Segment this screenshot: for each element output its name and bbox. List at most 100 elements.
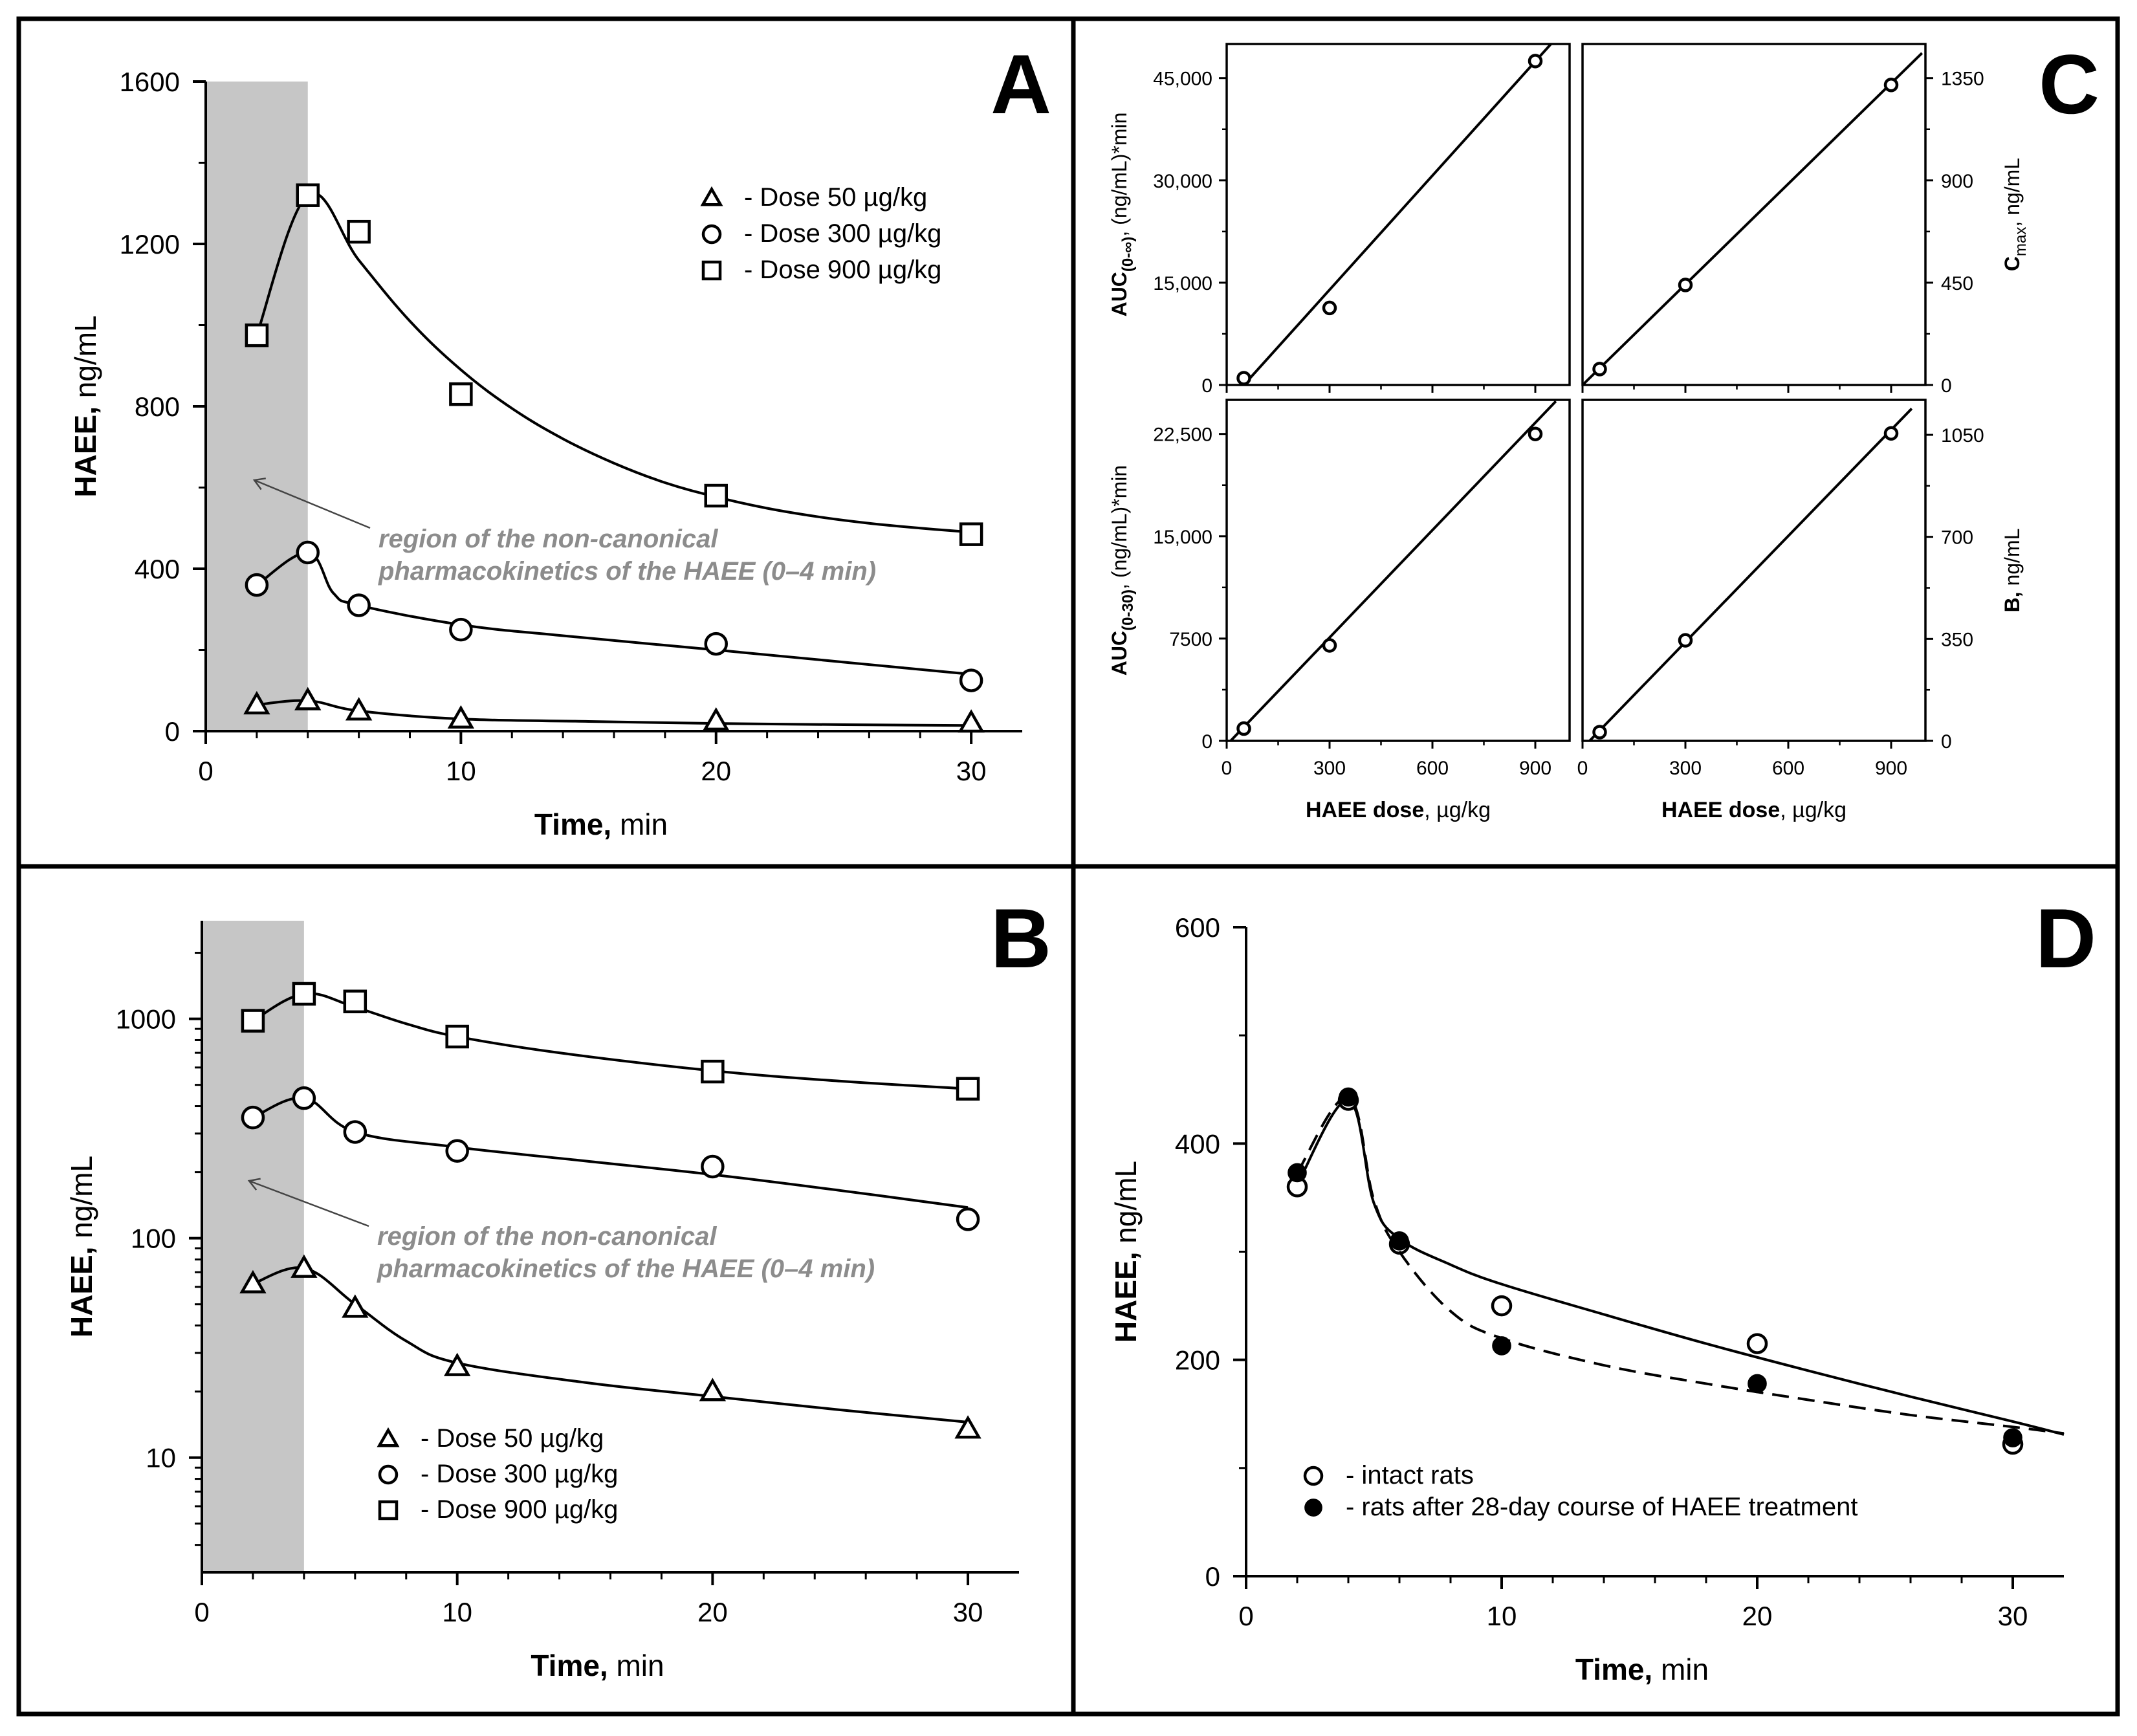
- data-point: [345, 697, 373, 721]
- x-tick-label: 20: [1742, 1601, 1773, 1631]
- data-point: [445, 1024, 469, 1049]
- x-axis-label-main: Time,: [534, 808, 611, 841]
- y-axis-label-main: HAEE,: [65, 1247, 98, 1338]
- legend-label: - intact rats: [1346, 1461, 1474, 1489]
- data-point: [1883, 426, 1899, 441]
- data-point: [704, 483, 728, 508]
- y-axis-label: B, ng/mL: [2000, 529, 2024, 613]
- y-tick-label: 100: [131, 1224, 176, 1254]
- data-point: [699, 1378, 727, 1401]
- legend-label: - Dose 900 µg/kg: [744, 256, 941, 284]
- x-tick-label: 10: [442, 1597, 472, 1627]
- x-tick-label: 10: [446, 756, 476, 786]
- panel-c-auc-0-30: 0 300 600 900 0 7500 15,000 22,500 AUC(0-30), (n…: [1108, 399, 1571, 822]
- y-axis-label-unit: ng/mL: [1109, 1161, 1143, 1252]
- legend: - intact rats - rats after 28-day course …: [1303, 1461, 1858, 1521]
- data-point: [444, 1352, 471, 1376]
- data-point: [241, 1009, 265, 1033]
- data-point: [959, 522, 983, 546]
- annotation-arrowhead: [247, 1178, 261, 1191]
- data-point: [959, 668, 983, 692]
- data-point: [956, 1207, 980, 1231]
- data-point: [239, 1269, 267, 1293]
- y-tick-label: 10: [146, 1443, 176, 1473]
- y-tick-label: 1050: [1941, 425, 1984, 446]
- plot-frame: [1225, 399, 1571, 742]
- data-point: [290, 1254, 318, 1278]
- x-tick-label: 0: [1222, 758, 1233, 779]
- x-tick-label: 900: [1875, 758, 1907, 779]
- data-point: [245, 573, 269, 597]
- series-line: [256, 699, 972, 727]
- series: [245, 183, 983, 546]
- panel-a: 0 10 20 30 0 400 800 1200 1600 Time, min HAEE, ng/…: [69, 37, 1051, 841]
- y-tick-label: 1000: [116, 1004, 176, 1035]
- panel-c-b: 0 300 600 900 0 350 700 1050 B, ng/mL HAEE dose, …: [1577, 399, 2024, 822]
- legend: - Dose 50 µg/kg - Dose 300 µg/kg - Dose 90…: [700, 183, 941, 284]
- y-tick-label: 22,500: [1153, 424, 1212, 446]
- data-point: [958, 709, 985, 733]
- y-axis-label: HAEE, ng/mL: [1109, 1161, 1143, 1343]
- series-line: [1296, 1095, 2065, 1435]
- y-axis-label-main: B,: [2000, 591, 2024, 612]
- data-point: [241, 1105, 265, 1130]
- data-point: [2003, 1428, 2022, 1447]
- panel-letter: D: [2035, 891, 2096, 985]
- data-point: [704, 632, 728, 656]
- y-axis-label-unit: ng/mL: [2000, 529, 2024, 592]
- y-tick-label: 1600: [120, 67, 180, 97]
- y-tick-label: 400: [135, 554, 180, 584]
- data-point: [449, 617, 473, 642]
- legend-label: - Dose 50 µg/kg: [744, 183, 927, 212]
- x-axis-label-main: HAEE dose: [1661, 798, 1780, 822]
- y-tick-label: 700: [1941, 527, 1973, 549]
- y-axis-label-main: HAEE,: [1109, 1252, 1143, 1343]
- legend-marker: [1304, 1499, 1322, 1517]
- y-axis-label: Cmax, ng/mL: [2000, 158, 2030, 271]
- x-tick-label: 0: [1238, 1601, 1253, 1631]
- data-point: [1883, 77, 1899, 93]
- series-line: [256, 551, 972, 676]
- x-tick-label: 30: [953, 1597, 983, 1627]
- data-point: [292, 1086, 316, 1110]
- legend-marker: [377, 1427, 400, 1447]
- x-axis-label-unit: min: [611, 808, 668, 841]
- x-axis-label-unit: min: [608, 1649, 664, 1682]
- y-tick-label: 600: [1175, 912, 1220, 943]
- data-point: [1592, 725, 1607, 740]
- data-point: [245, 323, 269, 347]
- data-point: [1236, 721, 1251, 736]
- y-tick-label: 1350: [1941, 69, 1984, 90]
- legend-label: - rats after 28-day course of HAEE treat…: [1346, 1493, 1858, 1521]
- y-tick-label: 1200: [120, 229, 180, 259]
- data-point: [449, 382, 473, 406]
- figure-frame: [16, 16, 2120, 1717]
- y-tick-label: 0: [1941, 375, 1952, 397]
- annotation-arrowhead: [252, 478, 266, 490]
- legend-marker: [1303, 1466, 1324, 1486]
- y-tick-label: 900: [1941, 171, 1973, 192]
- y-tick-label: 800: [135, 391, 180, 422]
- x-tick-label: 0: [1577, 758, 1588, 779]
- data-point: [1491, 1295, 1513, 1317]
- y-tick-label: 15,000: [1153, 273, 1212, 294]
- data-point: [1322, 638, 1337, 653]
- series: [241, 982, 980, 1101]
- x-tick-label: 30: [1998, 1601, 2028, 1631]
- series-line: [252, 1266, 969, 1423]
- regression-line: [1588, 408, 1913, 741]
- y-axis-label: HAEE, ng/mL: [69, 315, 102, 497]
- annotation-line-1: region of the non-canonical: [378, 525, 718, 553]
- y-axis-label-sub: (0-∞): [1119, 237, 1137, 272]
- x-axis-label-main: Time,: [1575, 1653, 1652, 1686]
- panel-c-auc-inf: 0 15,000 30,000 45,000 AUC(0-∞), (ng/mL)*min…: [1108, 37, 2099, 397]
- annotation-line-1: region of the non-canonical: [377, 1222, 717, 1251]
- panel-b: 0 10 20 30 10 100 1000 Time, min HAEE, ng/mL Breg…: [65, 891, 1051, 1682]
- annotation-arrow: [254, 479, 371, 529]
- data-point: [343, 1120, 367, 1144]
- series: [241, 1086, 980, 1231]
- x-tick-label: 900: [1519, 758, 1551, 779]
- x-axis-label-main: Time,: [531, 1649, 608, 1682]
- data-point: [1748, 1374, 1767, 1394]
